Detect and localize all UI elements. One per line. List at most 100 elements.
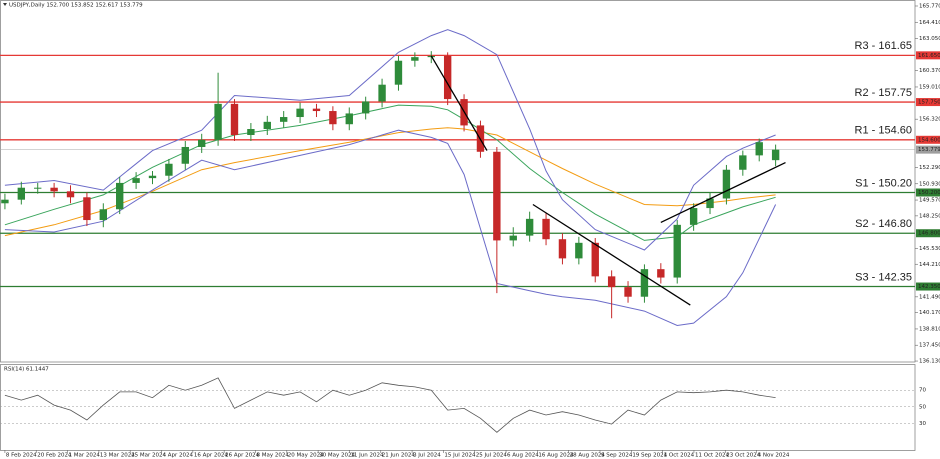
x-tick-label: 30 May 2024: [319, 453, 355, 459]
level-label: S2 - 146.80: [855, 218, 912, 230]
header: USDJPY,Daily 152.700 153.852 152.617 153…: [9, 3, 143, 9]
x-tick-label: 25 Mar 2024: [131, 453, 166, 459]
candle-body: [263, 121, 271, 130]
candle-body: [706, 198, 714, 209]
overlay-line: [4, 104, 776, 241]
candle-body: [312, 108, 321, 112]
y-tick-label: 164.410: [919, 20, 940, 26]
candle-body: [34, 187, 42, 189]
x-tick-label: 13 Mar 2024: [100, 453, 135, 459]
candle-body: [214, 103, 222, 140]
candle-body: [296, 108, 304, 118]
candle-body: [148, 175, 157, 179]
y-tick-label: 152.290: [919, 165, 940, 171]
level-label: S1 - 150.20: [855, 177, 912, 189]
candle-body: [165, 163, 173, 176]
current-price-label: 153.779: [918, 147, 940, 153]
x-tick-label: 11 Oct 2024: [695, 453, 730, 459]
rsi-tick-label: 30: [919, 421, 926, 427]
rsi-tick-label: 50: [919, 404, 926, 410]
header-icon: [3, 3, 7, 6]
y-tick-label: 156.320: [919, 117, 940, 123]
candle-body: [17, 187, 26, 200]
candle-body: [50, 187, 58, 192]
candle-body: [116, 182, 124, 210]
level-tag-label: 154.600: [918, 137, 940, 143]
overlay-line: [4, 129, 777, 327]
y-tick-label: 165.770: [919, 3, 940, 9]
candle-body: [329, 111, 337, 125]
candle-body: [493, 151, 501, 241]
candle-body: [345, 113, 353, 125]
candle-body: [640, 269, 649, 297]
candle-body: [66, 191, 75, 198]
x-tick-label: 3 Jul 2024: [413, 453, 441, 459]
x-tick-label: 1 Mar 2024: [69, 453, 101, 459]
x-tick-label: 28 Aug 2024: [570, 453, 606, 459]
level-tag: [916, 51, 940, 60]
y-tick-label: 160.370: [919, 68, 940, 74]
x-tick-label: 8 May 2024: [256, 453, 289, 459]
candle-body: [443, 55, 452, 100]
candle-body: [624, 287, 632, 297]
level-tag-label: 161.650: [918, 53, 940, 59]
rsi-line: [4, 377, 776, 433]
y-tick-label: 149.570: [919, 198, 940, 204]
y-tick-label: 159.010: [919, 84, 940, 90]
candle-body: [673, 224, 681, 278]
y-tick-label: 138.810: [919, 326, 940, 332]
rsi-tick-label: 70: [919, 388, 926, 394]
x-tick-label: 4 Nov 2024: [758, 453, 790, 459]
x-tick-label: 21 Jun 2024: [382, 453, 416, 459]
x-tick-label: 11 Jun 2024: [350, 453, 384, 459]
candle-body: [771, 149, 780, 161]
candle-body: [607, 276, 616, 288]
candle-body: [591, 242, 599, 277]
level-tag: [916, 229, 940, 238]
x-tick-label: 15 Jul 2024: [444, 453, 476, 459]
x-tick-label: 1 Oct 2024: [664, 453, 695, 459]
candle-body: [657, 269, 665, 278]
x-tick-label: 19 Sep 2024: [632, 453, 667, 459]
level-tag: [916, 98, 940, 107]
candle-body: [361, 101, 370, 114]
x-tick-label: 20 May 2024: [288, 453, 324, 459]
candle-body: [722, 169, 731, 199]
candle-body: [230, 103, 239, 136]
y-tick-label: 136.130: [919, 359, 940, 365]
candle-body: [83, 197, 91, 221]
x-tick-label: 23 Oct 2024: [726, 453, 761, 459]
y-tick-label: 148.250: [919, 213, 940, 219]
level-tag: [916, 282, 940, 291]
y-tick-label: 141.490: [919, 294, 940, 300]
y-tick-label: 144.210: [919, 262, 940, 268]
level-tag-label: 146.800: [918, 231, 940, 237]
y-tick-label: 145.530: [919, 246, 940, 252]
x-tick-label: 8 Feb 2024: [6, 453, 37, 459]
candle-body: [378, 84, 386, 102]
level-tag-label: 150.200: [918, 190, 940, 196]
candle-body: [247, 129, 255, 136]
price-panel: [0, 0, 916, 363]
y-tick-label: 137.450: [919, 343, 940, 349]
candle-body: [132, 178, 140, 183]
level-tag: [916, 135, 940, 144]
trendline: [660, 162, 786, 223]
level-label: R3 - 161.65: [855, 40, 912, 52]
level-tag-label: 157.750: [918, 100, 940, 106]
candle-body: [279, 117, 288, 122]
candle-body: [99, 209, 107, 221]
y-tick-label: 150.930: [919, 181, 940, 187]
y-tick-label: 163.050: [919, 36, 940, 42]
rsi-panel: [0, 364, 916, 451]
x-tick-label: 25 Jul 2024: [476, 453, 508, 459]
candle-body: [181, 146, 189, 164]
level-tag: [916, 188, 940, 197]
candle-body: [558, 239, 567, 259]
candle-body: [689, 208, 698, 225]
candle-body: [394, 60, 403, 85]
candle-body: [509, 235, 517, 241]
level-tag-label: 142.350: [918, 284, 940, 290]
